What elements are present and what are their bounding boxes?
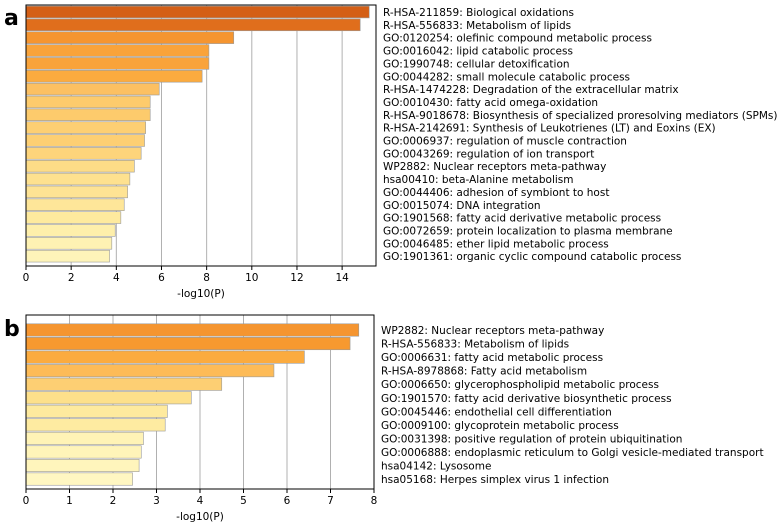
bar [25,337,351,351]
bar [25,377,223,391]
bar [25,44,210,57]
panel-a: a R-HSA-211859: Biological oxidationsR-HS… [4,4,778,300]
category-label: GO:0006888: endoplasmic reticulum to Gol… [381,447,764,459]
bar [25,172,131,186]
category-label: R-HSA-2142691: Synthesis of Leukotrienes… [383,123,716,135]
bar [25,82,160,96]
category-label: WP2882: Nuclear receptors meta-pathway [383,161,606,173]
category-label: GO:0045446: endothelial cell differentia… [381,406,612,418]
category-label: R-HSA-556833: Metabolism of lipids [383,20,571,32]
bar [25,323,360,337]
x-tick-label: 0 [23,495,30,507]
category-label: GO:1901361: organic cyclic compound cata… [383,251,681,263]
bar [25,458,140,472]
bar [25,70,203,83]
x-tick-label: 2 [110,495,117,507]
category-label: GO:0120254: olefinic compound metabolic … [383,33,652,45]
category-label: GO:0010430: fatty acid omega-oxidation [383,97,598,109]
x-tick-label: 3 [153,495,160,507]
bar [25,57,210,70]
x-tick-label: 7 [327,495,334,507]
x-tick-label: 14 [335,272,349,284]
bar [25,472,133,486]
category-label: GO:0044406: adhesion of symbiont to host [383,187,609,199]
bar [25,445,142,459]
x-tick-label: 4 [197,495,204,507]
bar [25,364,275,378]
bar [25,5,370,19]
x-tick-label: 10 [245,272,258,284]
axes-frame [25,4,377,267]
category-label: GO:0009100: glycoprotein metabolic proce… [381,420,619,432]
category-label: GO:1990748: cellular detoxification [383,58,570,70]
bar [25,108,151,122]
category-label: R-HSA-556833: Metabolism of lipids [381,339,569,351]
bar [25,211,122,224]
bar [25,185,128,199]
bar [25,224,116,237]
bar [25,431,144,445]
category-label: GO:1901568: fatty acid derivative metabo… [383,213,661,225]
category-label: GO:0046485: ether lipid metabolic proces… [383,238,609,250]
category-label: GO:0015074: DNA integration [383,200,541,212]
bar [25,350,305,364]
x-axis-label: -log10(P) [177,288,225,300]
panel-b: b WP2882: Nuclear receptors meta-pathway R… [4,314,764,523]
category-label: R-HSA-1474228: Degradation of the extrac… [383,84,679,96]
category-label: R-HSA-8978868: Fatty acid metabolism [381,366,587,378]
x-tick-label: 12 [290,272,303,284]
panel-letter: a [4,6,19,31]
x-tick-label: 0 [23,272,30,284]
x-tick-label: 4 [113,272,120,284]
category-label: GO:0072659: protein localization to plas… [383,225,673,237]
category-label: WP2882: Nuclear receptors meta-pathway [381,325,604,337]
bar [25,18,361,32]
bar [25,134,145,147]
bar [25,147,142,160]
x-tick-label: 1 [66,495,73,507]
x-tick-label: 8 [203,272,210,284]
x-axis-label: -log10(P) [176,511,224,523]
bar [25,31,235,44]
bar [25,160,135,173]
panel-letter: b [4,317,20,342]
category-label: R-HSA-9018678: Biosynthesis of specializ… [383,110,778,122]
category-label: GO:0043269: regulation of ion transport [383,148,594,160]
category-label: GO:0006650: glycerophospholipid metaboli… [381,379,659,391]
category-label: hsa00410: beta-Alanine metabolism [383,174,574,186]
category-label: GO:1901570: fatty acid derivative biosyn… [381,393,672,405]
category-label: GO:0006937: regulation of muscle contrac… [383,136,627,148]
bar [25,95,151,109]
category-label: hsa05168: Herpes simplex virus 1 infecti… [381,474,609,486]
x-tick-label: 6 [284,495,291,507]
x-tick-label: 2 [68,272,75,284]
bar [25,249,110,263]
bar [25,418,166,432]
bar [25,404,168,418]
category-label: hsa04142: Lysosome [381,461,491,473]
bar [25,121,146,134]
bar [25,237,113,250]
category-label: GO:0016042: lipid catabolic process [383,46,573,58]
category-label: R-HSA-211859: Biological oxidations [383,7,574,19]
category-label: GO:0044282: small molecule catabolic pro… [383,71,630,83]
bar [25,391,192,405]
bar [25,198,125,211]
category-label: GO:0031398: positive regulation of prote… [381,433,682,445]
category-label: GO:0006631: fatty acid metabolic process [381,352,603,364]
x-tick-label: 8 [371,495,378,507]
x-tick-label: 6 [158,272,165,284]
x-tick-label: 5 [240,495,247,507]
